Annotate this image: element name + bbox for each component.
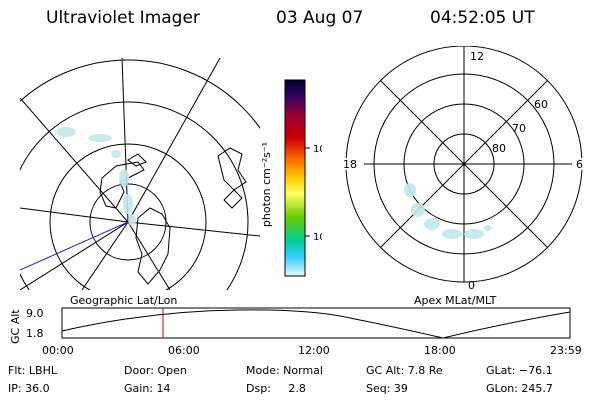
coastline — [135, 207, 171, 285]
time-tick: 06:00 — [168, 344, 200, 357]
time-label: 04:52:05 UT — [430, 8, 535, 28]
altitude-y-tick: 9.0 — [26, 307, 44, 320]
mlat-label: 60 — [534, 98, 548, 111]
altitude-axis-label: GC Alt — [9, 309, 22, 344]
geo-longitude-label: GLon: 245.7 — [486, 382, 553, 395]
magnetic-polar-plot: 18 6 12 0 60 70 80 — [336, 46, 592, 292]
door-status: Door: Open — [124, 364, 187, 377]
time-tick: 23:59 — [550, 344, 582, 357]
date-label: 03 Aug 07 — [276, 8, 364, 28]
time-tick: 12:00 — [298, 344, 330, 357]
altitude-y-tick: 1.8 — [26, 327, 44, 340]
dsp-label: Dsp: 2.8 — [246, 382, 306, 395]
altitude-curve — [61, 309, 571, 339]
intensity-colorbar: 100 10 — [284, 79, 322, 277]
time-tick: 18:00 — [424, 344, 456, 357]
colorbar-tick: 100 — [313, 144, 322, 155]
gc-altitude-label: GC Alt: 7.8 Re — [366, 364, 443, 377]
mlt-label-right: 6 — [576, 158, 583, 171]
altitude-strip: 9.0 1.8 GC Alt — [9, 307, 571, 344]
flight-filter-label: Flt: LBHL — [8, 364, 57, 377]
mlt-label-bottom: 0 — [468, 279, 475, 292]
mlt-label-top: 12 — [470, 50, 484, 63]
colorbar-tick: 10 — [313, 232, 322, 243]
lat-circle — [20, 101, 249, 290]
mlat-label: 80 — [492, 142, 506, 155]
gain-label: Gain: 14 — [124, 382, 171, 395]
time-tick: 00:00 — [42, 344, 74, 357]
mlt-label-left: 18 — [343, 158, 357, 171]
aurora-emission — [56, 127, 136, 226]
app-title: Ultraviolet Imager — [46, 8, 200, 28]
altitude-plot-frame — [61, 307, 571, 339]
colorbar-unit-label: photon cm⁻²s⁻¹ — [260, 141, 274, 228]
coastline — [217, 147, 247, 191]
coastline — [223, 189, 243, 209]
coastline — [127, 153, 147, 167]
lat-circle — [20, 59, 260, 129]
left-map-caption: Geographic Lat/Lon — [70, 294, 178, 307]
colorbar-gradient — [284, 79, 306, 277]
geographic-map — [20, 58, 260, 290]
ip-label: IP: 36.0 — [8, 382, 50, 395]
lat-circle — [49, 143, 207, 290]
aurora-emission — [404, 183, 492, 239]
right-map-caption: Apex MLat/MLT — [414, 294, 497, 307]
geo-latitude-label: GLat: −76.1 — [486, 364, 553, 377]
track-line — [20, 221, 129, 271]
mlat-label: 70 — [512, 122, 526, 135]
mode-label: Mode: Normal — [246, 364, 323, 377]
sequence-label: Seq: 39 — [366, 382, 408, 395]
